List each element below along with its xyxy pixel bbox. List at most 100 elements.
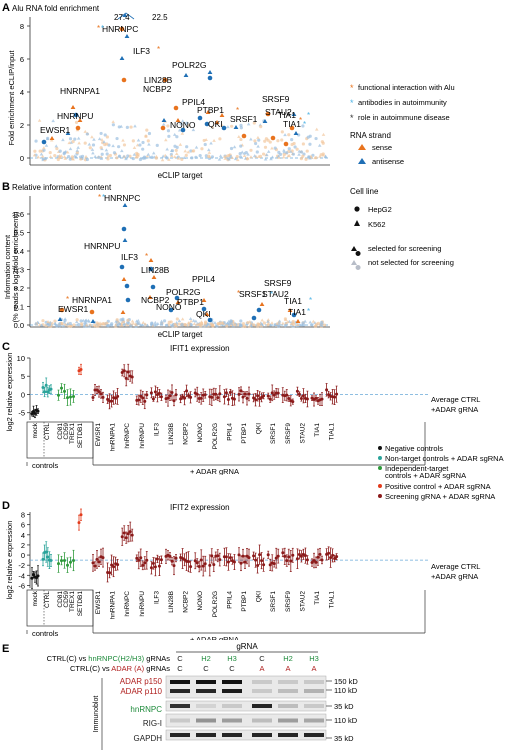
panel-a-point — [269, 157, 273, 161]
panel-b-point — [62, 320, 67, 324]
panel-e-lane-label-row1: H3 — [309, 654, 319, 663]
legend-hepg2-label: HepG2 — [368, 205, 392, 214]
panel-e-lane-label-row1: C — [259, 654, 265, 663]
c-plot-point — [237, 392, 241, 396]
panel-a-point — [55, 146, 59, 151]
panel-b-point — [226, 319, 231, 323]
panel-b-point — [127, 320, 131, 324]
panel-a-point — [280, 130, 284, 134]
panel-b-highlight — [207, 317, 213, 323]
panel-a-point — [239, 123, 243, 127]
d-plot-point — [77, 521, 81, 525]
panel-a-point — [321, 132, 326, 136]
c-plot-xlabel: NCBP2 — [183, 423, 190, 445]
d-plot-point — [335, 555, 339, 559]
panel-a-point — [108, 153, 112, 158]
panel-c-title: IFIT1 expression — [170, 344, 230, 353]
panel-a-point — [125, 125, 129, 129]
panel-a-gene-label: EWSR1 — [40, 125, 71, 135]
panel-a-point — [249, 155, 253, 159]
d-plot-xlabel: CD59 — [63, 591, 70, 608]
panel-b-point — [276, 324, 281, 328]
legend-antibodies-label: antibodies in autoimmunity — [358, 98, 447, 107]
panel-a-highlight — [214, 120, 220, 124]
panel-a-point — [63, 156, 68, 160]
legend-independent-label-1: Independent-target — [385, 464, 449, 473]
d-plot-point — [272, 562, 276, 566]
d-plot-point — [305, 558, 309, 562]
d-plot-point — [268, 563, 272, 567]
panel-a-point — [237, 135, 241, 139]
panel-a-point — [293, 145, 297, 149]
d-plot-xlabel: mock — [32, 590, 39, 606]
d-plot-point — [218, 558, 222, 562]
panel-e-band — [170, 718, 190, 723]
panel-e-band — [196, 704, 216, 708]
panel-a-point — [252, 154, 257, 158]
panel-b-point — [136, 318, 141, 322]
d-plot-point — [226, 560, 230, 564]
d-plot-xlabel: NCBP2 — [183, 591, 190, 613]
panel-a-point — [226, 153, 231, 158]
panel-a-ytick-label: 2 — [20, 121, 24, 130]
panel-c-side-label-1: Average CTRL — [431, 395, 480, 404]
panel-a-point — [227, 157, 231, 161]
d-plot-point — [285, 559, 289, 563]
panel-b-point — [260, 318, 264, 322]
d-plot-point — [287, 555, 291, 559]
d-plot-xlabel: QKI — [256, 591, 263, 602]
panel-a-highlight — [122, 13, 128, 17]
panel-a-point — [305, 149, 309, 153]
panel-b-asterisk: * — [145, 252, 148, 261]
c-plot-ytick-label: 0 — [21, 390, 25, 399]
d-plot-point — [135, 556, 139, 560]
d-plot-point — [174, 556, 178, 560]
panel-a-point — [246, 152, 250, 156]
panel-a-point — [91, 151, 95, 155]
c-plot-point — [320, 397, 324, 401]
panel-e-band — [278, 718, 298, 723]
d-plot-point — [170, 559, 174, 563]
panel-a-point — [242, 151, 247, 155]
panel-b-point — [180, 323, 184, 327]
panel-a-point — [83, 129, 88, 133]
panel-a-point — [263, 157, 268, 161]
panel-b-point — [84, 320, 88, 324]
panel-b-gene-label: STAU2 — [262, 289, 289, 299]
panel-a-point — [173, 144, 177, 148]
c-plot-point — [124, 376, 128, 380]
panel-a-point — [115, 136, 119, 141]
panel-a-point — [84, 154, 88, 158]
panel-b-point — [87, 319, 91, 323]
panel-b-point — [115, 318, 119, 322]
panel-b-highlight — [256, 307, 262, 313]
d-plot-point — [168, 554, 172, 558]
c-plot-xlabel: TIAL1 — [329, 423, 336, 441]
d-plot-point — [93, 564, 97, 568]
panel-a-point — [151, 151, 156, 155]
c-plot-point — [314, 396, 318, 400]
panel-e-band — [252, 733, 272, 737]
panel-b-point — [289, 321, 294, 325]
panel-a-point — [256, 144, 260, 148]
panel-b-point — [33, 321, 38, 325]
panel-a-point — [299, 150, 304, 154]
panel-a-point — [282, 150, 286, 154]
panel-e-lane-label-row1: C — [177, 654, 183, 663]
c-plot-point — [299, 396, 303, 400]
panel-a-point — [68, 157, 72, 161]
c-plot-point — [91, 396, 95, 400]
d-plot-point — [274, 556, 278, 560]
d-plot-point — [333, 556, 337, 560]
c-plot-point — [272, 393, 276, 397]
panel-a-highlight — [204, 121, 210, 127]
panel-a-point — [174, 152, 179, 156]
panel-b-gene-label: POLR2G — [166, 287, 201, 297]
c-plot-point — [187, 394, 191, 398]
panel-b-point — [138, 323, 143, 327]
panel-c-ylabel: log2 relative expression — [5, 353, 14, 432]
panel-a-point — [126, 154, 130, 158]
panel-a-point — [266, 149, 271, 153]
panel-a-ytick-label: 4 — [20, 88, 24, 97]
panel-a-highlight — [233, 125, 239, 129]
